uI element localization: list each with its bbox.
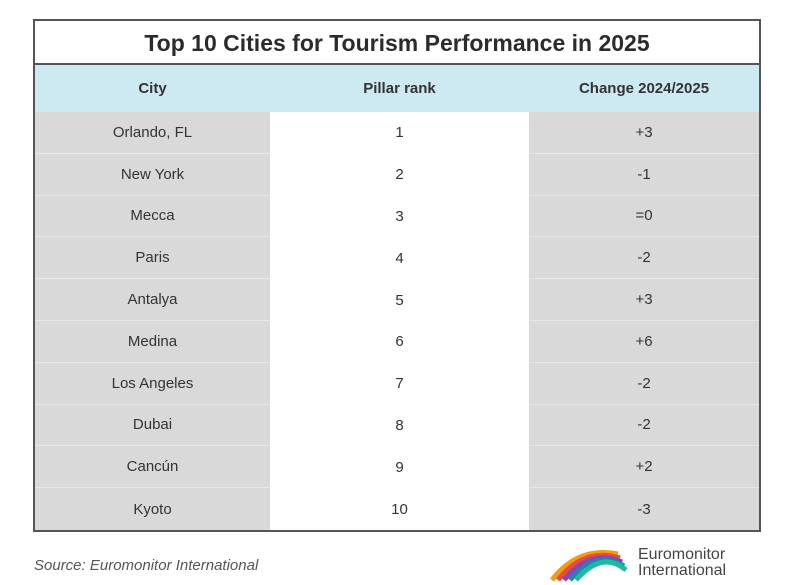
rankings-table: Top 10 Cities for Tourism Performance in… (33, 19, 761, 532)
cell-city: Orlando, FL (35, 112, 270, 154)
logo-arc (574, 559, 628, 582)
table-row: Medina 6 +6 (35, 320, 759, 363)
table-row: Antalya 5 +3 (35, 279, 759, 321)
cell-change: +3 (529, 279, 759, 321)
cell-city: Paris (35, 237, 270, 280)
header-pillar-rank: Pillar rank (363, 80, 436, 97)
cell-pillar-rank: 4 (270, 237, 529, 280)
logo-arc (556, 552, 621, 582)
table-row: Paris 4 -2 (35, 237, 759, 280)
logo-arc (550, 550, 619, 582)
cell-change: -1 (529, 153, 759, 196)
table-row: Los Angeles 7 -2 (35, 362, 759, 405)
cell-pillar-rank: 10 (270, 488, 529, 530)
logo-text-line1: Euromonitor (638, 546, 726, 563)
cell-change: -2 (529, 404, 759, 447)
table-body: Orlando, FL 1 +3 New York 2 -1 Mecca 3 =0 Paris 4-… (35, 112, 759, 530)
cell-change: -3 (529, 488, 759, 530)
cell-change: =0 (529, 195, 759, 238)
logo-text-line2: International (638, 562, 727, 579)
cell-pillar-rank: 6 (270, 320, 529, 363)
cell-change: -2 (529, 237, 759, 280)
cell-city: Cancún (35, 446, 270, 489)
cell-city: New York (35, 153, 270, 196)
table-row: Mecca 3 =0 (35, 195, 759, 238)
table-row: Kyoto 10 -3 (35, 488, 759, 530)
table-row: Cancún 9 +2 (35, 446, 759, 489)
table-title: Top 10 Cities for Tourism Performance in… (35, 21, 759, 65)
cell-change: +2 (529, 446, 759, 489)
header-city: City (138, 80, 167, 97)
euromonitor-logo: Euromonitor International (548, 543, 763, 583)
cell-city: Dubai (35, 404, 270, 447)
cell-change: +6 (529, 320, 759, 363)
cell-change: -2 (529, 362, 759, 405)
logo-arcs-icon (550, 550, 628, 582)
cell-city: Mecca (35, 195, 270, 238)
cell-city: Medina (35, 320, 270, 363)
cell-pillar-rank: 1 (270, 112, 529, 154)
cell-pillar-rank: 7 (270, 362, 529, 405)
table-row: New York 2 -1 (35, 153, 759, 196)
cell-pillar-rank: 2 (270, 153, 529, 196)
table-header-row: City Pillar rank Change 2024/2025 (35, 65, 759, 112)
cell-pillar-rank: 3 (270, 195, 529, 238)
table-row: Dubai 8 -2 (35, 404, 759, 447)
source-note: Source: Euromonitor International (34, 557, 259, 574)
cell-city: Los Angeles (35, 362, 270, 405)
cell-city: Kyoto (35, 488, 270, 530)
cell-pillar-rank: 9 (270, 446, 529, 489)
table-row: Orlando, FL 1 +3 (35, 112, 759, 154)
cell-city: Antalya (35, 279, 270, 321)
cell-change: +3 (529, 112, 759, 154)
cell-pillar-rank: 5 (270, 279, 529, 321)
cell-pillar-rank: 8 (270, 404, 529, 447)
header-change: Change 2024/2025 (578, 80, 710, 97)
